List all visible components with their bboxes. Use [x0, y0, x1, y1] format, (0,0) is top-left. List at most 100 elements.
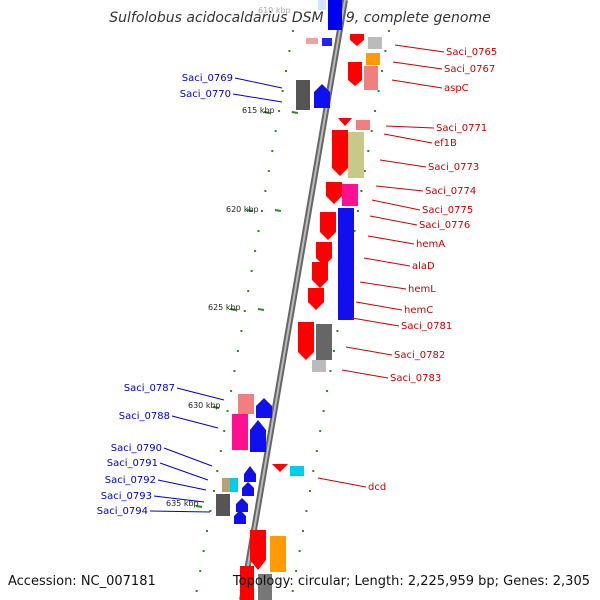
label-saci-0773[interactable]: Saci_0773 — [428, 162, 479, 173]
gene-saci-0774[interactable] — [326, 182, 342, 204]
gene-saci-0776[interactable] — [338, 208, 354, 320]
gene-aspc[interactable] — [364, 66, 378, 90]
scale-dot — [199, 570, 202, 572]
label-connector-lines — [149, 44, 445, 513]
scale-label-615: 615 kbp — [242, 106, 275, 115]
label-saci-0793[interactable]: Saci_0793 — [101, 491, 152, 502]
gene-saci-0773[interactable] — [332, 130, 348, 176]
gene-saci-0765-shade[interactable] — [368, 37, 382, 49]
gene-saci-0788-rev[interactable] — [250, 420, 266, 452]
gene-saci-0792-rev[interactable] — [242, 482, 254, 496]
scale-dot — [363, 170, 366, 172]
label-saci-0765[interactable]: Saci_0765 — [446, 47, 497, 58]
label-saci-0781[interactable]: Saci_0781 — [401, 321, 452, 332]
label-aspc[interactable]: aspC — [444, 83, 469, 94]
label-saci-0792[interactable]: Saci_0792 — [105, 475, 156, 486]
label-saci-0769[interactable]: Saci_0769 — [182, 73, 233, 84]
scale-dot — [288, 50, 291, 52]
scale-dot — [305, 510, 308, 512]
gene-saci-0775[interactable] — [342, 184, 358, 206]
scale-tick — [212, 406, 220, 409]
gene-partial-bottom-1[interactable] — [250, 530, 266, 570]
label-saci-0783[interactable]: Saci_0783 — [390, 373, 441, 384]
gene-saci-0790[interactable] — [244, 466, 256, 482]
scale-dot — [260, 210, 263, 212]
label-connector — [159, 462, 209, 481]
gene-small-blue[interactable] — [322, 38, 332, 46]
scale-dot — [257, 230, 260, 232]
scale-dot — [312, 470, 315, 472]
label-saci-0790[interactable]: Saci_0790 — [111, 443, 162, 454]
label-saci-0770[interactable]: Saci_0770 — [180, 89, 231, 100]
label-hema[interactable]: hemA — [416, 239, 445, 250]
label-saci-0776[interactable]: Saci_0776 — [419, 220, 470, 231]
scale-tick — [246, 209, 254, 212]
gene-saci-0771[interactable] — [356, 120, 370, 130]
gene-saci-0794-b[interactable] — [234, 510, 246, 524]
gene-partial-bottom-2[interactable] — [270, 536, 286, 572]
label-saci-0788[interactable]: Saci_0788 — [119, 411, 170, 422]
gene-partial-top-shade[interactable] — [318, 0, 326, 10]
gene-saci-0765[interactable] — [350, 34, 364, 46]
gene-saci-0781[interactable] — [298, 322, 314, 360]
gene-saci-0788[interactable] — [232, 414, 248, 450]
label-saci-0782[interactable]: Saci_0782 — [394, 350, 445, 361]
label-saci-0791[interactable]: Saci_0791 — [107, 458, 158, 469]
label-connector — [385, 125, 435, 129]
label-hemc[interactable]: hemC — [404, 305, 433, 316]
label-saci-0787[interactable]: Saci_0787 — [124, 383, 175, 394]
scale-tick — [274, 209, 282, 212]
scale-dot — [223, 430, 226, 432]
label-ef1b[interactable]: ef1B — [434, 138, 457, 149]
label-saci-0794[interactable]: Saci_0794 — [97, 506, 148, 517]
gene-saci-0782[interactable] — [316, 324, 332, 360]
scale-dot — [298, 550, 301, 552]
gene-partial-bottom-4[interactable] — [258, 574, 272, 600]
gene-saci-0787-rev[interactable] — [256, 398, 272, 418]
gene-saci-0794[interactable] — [236, 498, 248, 512]
label-saci-0774[interactable]: Saci_0774 — [425, 186, 476, 197]
label-alad[interactable]: alaD — [412, 261, 435, 272]
scale-tick — [263, 111, 270, 114]
label-connector — [363, 257, 411, 267]
scale-dot — [377, 90, 380, 92]
scale-dot — [326, 390, 329, 392]
label-saci-0775[interactable]: Saci_0775 — [422, 205, 473, 216]
scale-label-625: 625 kbp — [208, 303, 241, 312]
label-dcd[interactable]: dcd — [368, 482, 386, 493]
gene-saci-0783[interactable] — [312, 360, 326, 372]
scale-label-630: 630 kbp — [188, 401, 221, 410]
label-saci-0771[interactable]: Saci_0771 — [436, 123, 487, 134]
gene-heml[interactable] — [312, 262, 328, 288]
scale-dot — [250, 270, 253, 272]
gene-saci-0793[interactable] — [216, 494, 230, 516]
scale-dot — [219, 450, 222, 452]
gene-partial-top[interactable] — [328, 0, 342, 30]
gene-saci-0767-shade[interactable] — [366, 53, 380, 65]
gene-hema[interactable] — [320, 212, 336, 240]
gene-saci-0791[interactable] — [222, 478, 230, 492]
gene-dcd[interactable] — [290, 466, 304, 476]
label-saci-0767[interactable]: Saci_0767 — [444, 64, 495, 75]
gene-saci-0787[interactable] — [238, 394, 254, 414]
gene-saci-0771-arrow[interactable] — [338, 118, 352, 126]
gene-saci-0769[interactable] — [296, 80, 310, 110]
gene-saci-0770[interactable] — [314, 84, 330, 108]
gene-alad[interactable] — [316, 242, 332, 266]
gene-ef1b[interactable] — [348, 132, 364, 178]
scale-tick — [257, 308, 265, 311]
gene-small-pink[interactable] — [306, 38, 318, 44]
label-heml[interactable]: hemL — [408, 284, 436, 295]
gene-hemc[interactable] — [308, 288, 324, 310]
gene-saci-0767[interactable] — [348, 62, 362, 86]
label-connector — [232, 93, 283, 103]
gene-dcd-arrow[interactable] — [272, 464, 288, 472]
scale-dot — [381, 70, 383, 72]
scale-dot — [233, 370, 236, 372]
label-connector — [392, 61, 443, 70]
gene-saci-0792[interactable] — [230, 478, 238, 492]
scale-dot — [254, 250, 257, 252]
scale-dot — [278, 110, 281, 112]
gene-partial-bottom-3[interactable] — [240, 566, 254, 600]
